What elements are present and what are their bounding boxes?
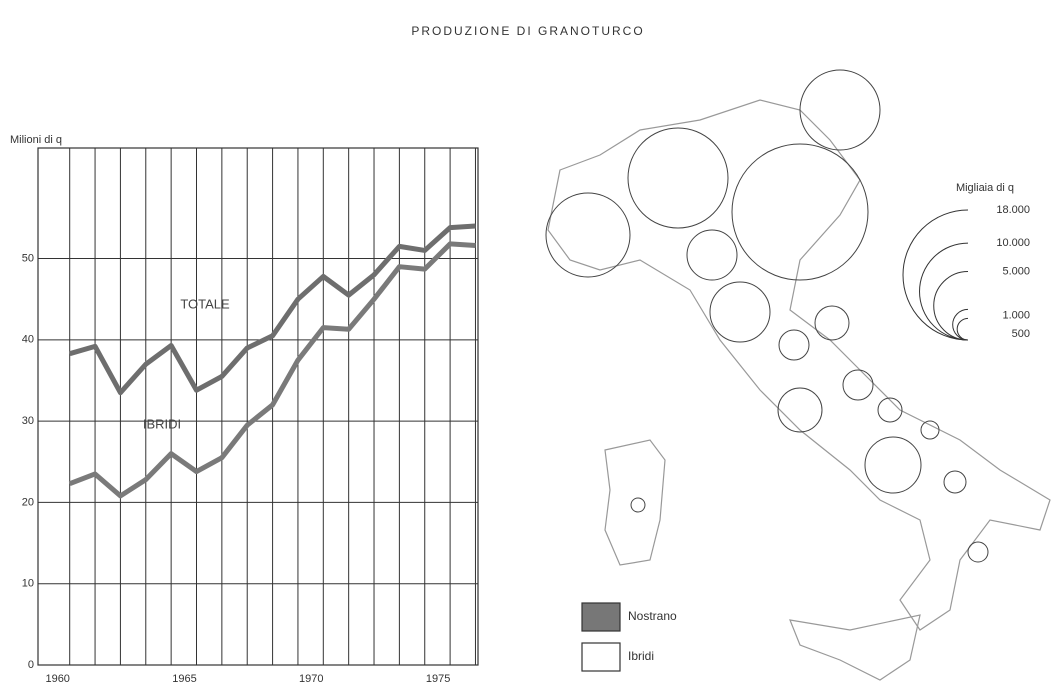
region-pie	[627, 127, 729, 229]
series-label: IBRIDI	[143, 416, 181, 431]
sicily	[789, 614, 921, 681]
size-legend-label: 5.000	[1002, 265, 1030, 277]
size-legend-label: 10.000	[996, 237, 1030, 249]
legend-label: Nostrano	[628, 609, 677, 623]
x-tick-label: 1975	[426, 673, 450, 685]
legend-swatch	[581, 602, 621, 632]
x-tick-label: 1970	[299, 673, 323, 685]
series-line	[69, 223, 476, 396]
region-pie	[731, 143, 869, 281]
size-legend-title: Migliaia di q	[956, 182, 1014, 194]
legend-swatch	[581, 642, 621, 672]
size-legend-label: 500	[1012, 328, 1030, 340]
sardinia	[604, 439, 666, 566]
region-pie	[920, 420, 940, 440]
region-pie	[842, 369, 874, 401]
series-label: TOTALE	[180, 296, 230, 311]
size-legend-circle	[933, 270, 969, 341]
size-legend-label: 1.000	[1002, 309, 1030, 321]
x-tick-label: 1960	[45, 673, 69, 685]
series-line	[68, 241, 476, 499]
y-tick-label: 10	[22, 578, 34, 590]
y-tick-label: 50	[22, 252, 34, 264]
map	[545, 69, 1051, 681]
map-outline	[547, 99, 1051, 631]
region-pie	[777, 387, 823, 433]
size-legend-circle	[952, 308, 969, 341]
y-tick-label: 40	[22, 334, 34, 346]
region-pie	[864, 436, 922, 494]
size-legend-label: 18.000	[996, 204, 1030, 216]
region-pie	[943, 470, 967, 494]
region-pie	[630, 497, 646, 513]
region-pie	[799, 69, 881, 151]
y-tick-label: 20	[22, 496, 34, 508]
region-pie	[814, 305, 850, 341]
region-pie	[709, 281, 771, 343]
region-pie	[686, 229, 738, 281]
size-legend-circle	[902, 209, 969, 341]
region-pie	[545, 192, 631, 278]
y-tick-label: 30	[22, 415, 34, 427]
y-tick-label: 0	[28, 659, 34, 671]
plot-frame	[37, 147, 479, 666]
region-pie	[877, 397, 903, 423]
region-pie	[778, 329, 810, 361]
legend-label: Ibridi	[628, 649, 654, 663]
region-pie	[967, 541, 989, 563]
y-axis-label: Milioni di q	[10, 134, 62, 146]
chart-title: PRODUZIONE DI GRANOTURCO	[411, 24, 644, 38]
size-legend-circle	[956, 317, 969, 341]
size-legend-circle	[919, 242, 969, 341]
x-tick-label: 1965	[172, 673, 196, 685]
